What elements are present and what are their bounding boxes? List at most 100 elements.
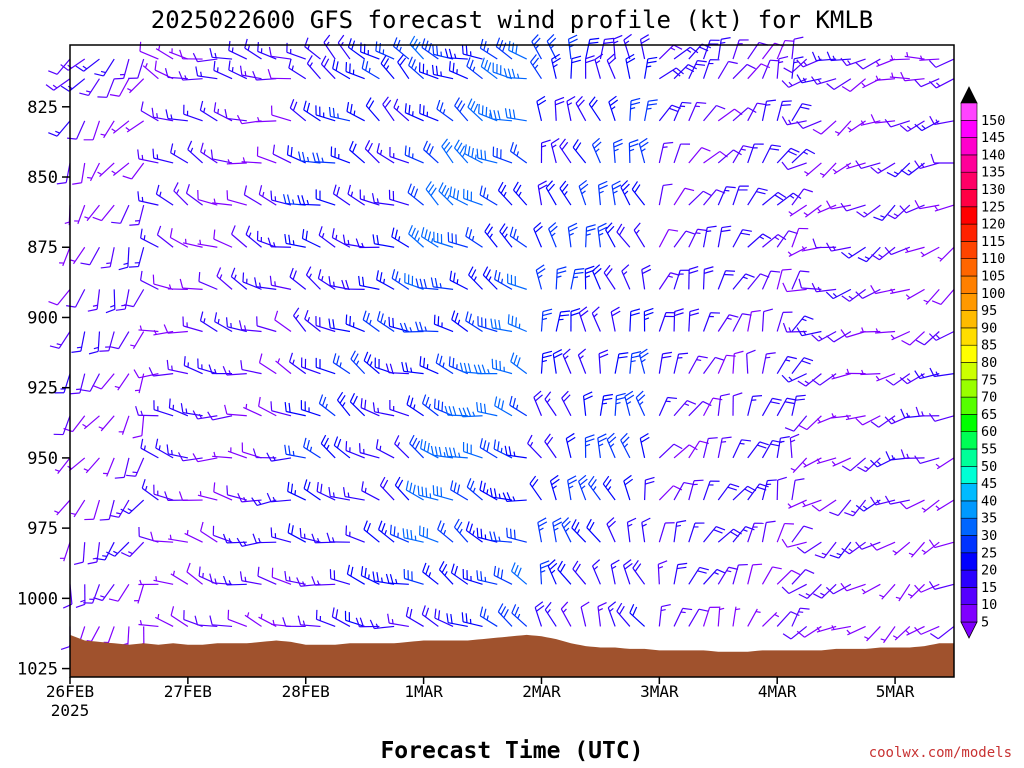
wind-barb bbox=[717, 37, 731, 60]
wind-barb bbox=[811, 282, 837, 293]
wind-barb bbox=[328, 318, 351, 333]
wind-barb bbox=[336, 391, 351, 417]
wind-barb bbox=[673, 607, 693, 627]
wind-barb bbox=[855, 541, 881, 550]
wind-barb bbox=[732, 392, 743, 416]
wind-barb bbox=[597, 180, 608, 206]
wind-barb bbox=[761, 520, 776, 543]
wind-barb bbox=[870, 114, 896, 124]
wind-barb bbox=[826, 51, 851, 62]
wind-barb bbox=[732, 145, 753, 164]
wind-barb bbox=[258, 353, 277, 375]
terrain-below-surface bbox=[70, 634, 954, 677]
wind-barb bbox=[561, 517, 572, 543]
wind-barb bbox=[49, 331, 71, 349]
wind-barb bbox=[106, 541, 130, 557]
wind-barb bbox=[316, 482, 336, 501]
wind-barb bbox=[931, 288, 955, 306]
x-tick-sublabel: 2025 bbox=[51, 701, 90, 720]
wind-barb bbox=[908, 541, 925, 558]
wind-barb bbox=[812, 120, 837, 135]
wind-barb bbox=[289, 99, 307, 122]
wind-barb bbox=[565, 432, 576, 459]
wind-barb bbox=[415, 278, 439, 290]
wind-barb bbox=[870, 496, 896, 506]
wind-barb bbox=[155, 613, 174, 627]
wind-barb bbox=[884, 118, 910, 128]
wind-barb bbox=[934, 204, 955, 212]
wind-barb bbox=[928, 330, 955, 341]
wind-barb bbox=[717, 225, 732, 248]
wind-barb bbox=[408, 56, 424, 80]
wind-barb bbox=[875, 75, 896, 82]
wind-barb bbox=[510, 352, 528, 375]
wind-barb bbox=[98, 415, 115, 432]
wind-barb bbox=[571, 519, 587, 543]
wind-barb bbox=[892, 626, 911, 641]
wind-barb bbox=[128, 247, 145, 268]
wind-barb bbox=[380, 55, 395, 80]
wind-barb bbox=[244, 612, 262, 627]
wind-barb bbox=[607, 601, 617, 627]
wind-barb bbox=[376, 311, 395, 333]
wind-barb bbox=[64, 205, 71, 226]
wind-barb bbox=[901, 331, 925, 346]
wind-barb bbox=[547, 559, 558, 585]
wind-barb bbox=[114, 373, 130, 391]
wind-barb bbox=[611, 180, 622, 206]
wind-barb bbox=[540, 139, 551, 163]
wind-barb bbox=[182, 238, 203, 248]
wind-barb bbox=[529, 475, 542, 501]
x-tick-label: 27FEB bbox=[164, 682, 212, 701]
wind-barb bbox=[914, 625, 940, 635]
wind-barb bbox=[333, 436, 351, 459]
wind-barb bbox=[224, 109, 247, 122]
wind-barb bbox=[453, 518, 469, 543]
wind-barb bbox=[915, 331, 940, 346]
wind-barb bbox=[802, 457, 822, 468]
wind-barb bbox=[535, 264, 546, 290]
wind-barb bbox=[776, 436, 790, 459]
wind-barb bbox=[747, 187, 768, 206]
x-tick-label: 3MAR bbox=[640, 682, 679, 701]
wind-barb bbox=[222, 575, 247, 586]
wind-barb bbox=[200, 142, 218, 164]
wind-barb bbox=[494, 396, 513, 417]
wind-barb bbox=[139, 270, 159, 290]
wind-barb bbox=[688, 147, 711, 164]
wind-barb bbox=[776, 230, 798, 248]
colorbar-label: 145 bbox=[981, 130, 1005, 146]
wind-barb bbox=[406, 395, 424, 417]
wind-barb bbox=[803, 204, 822, 218]
wind-barb bbox=[889, 55, 910, 61]
wind-barb bbox=[284, 570, 306, 585]
wind-barb bbox=[178, 71, 203, 81]
wind-barb bbox=[688, 60, 707, 79]
colorbar-swatch bbox=[960, 587, 978, 606]
wind-barb bbox=[688, 355, 708, 374]
wind-barb bbox=[238, 320, 262, 333]
wind-barb bbox=[928, 581, 955, 590]
wind-barb bbox=[450, 480, 469, 501]
colorbar-swatch bbox=[960, 552, 978, 571]
wind-barb bbox=[845, 368, 866, 375]
wind-barb bbox=[153, 400, 174, 417]
wind-barb bbox=[614, 392, 626, 416]
wind-barb bbox=[659, 67, 684, 80]
wind-barb bbox=[345, 62, 365, 80]
wind-barb bbox=[509, 142, 528, 164]
wind-barb bbox=[363, 351, 380, 375]
wind-barb bbox=[620, 180, 631, 206]
wind-barb bbox=[433, 314, 454, 333]
wind-barb bbox=[791, 394, 806, 416]
wind-barb bbox=[71, 331, 86, 353]
colorbar-label: 70 bbox=[981, 390, 997, 406]
wind-barb bbox=[899, 204, 925, 214]
wind-barb bbox=[312, 152, 336, 164]
credit-text: coolwx.com/models bbox=[869, 745, 1012, 761]
wind-barb bbox=[97, 78, 115, 98]
wind-barb bbox=[584, 55, 595, 79]
wind-barb bbox=[658, 228, 679, 248]
wind-barb bbox=[359, 189, 380, 206]
wind-barb bbox=[388, 189, 410, 206]
